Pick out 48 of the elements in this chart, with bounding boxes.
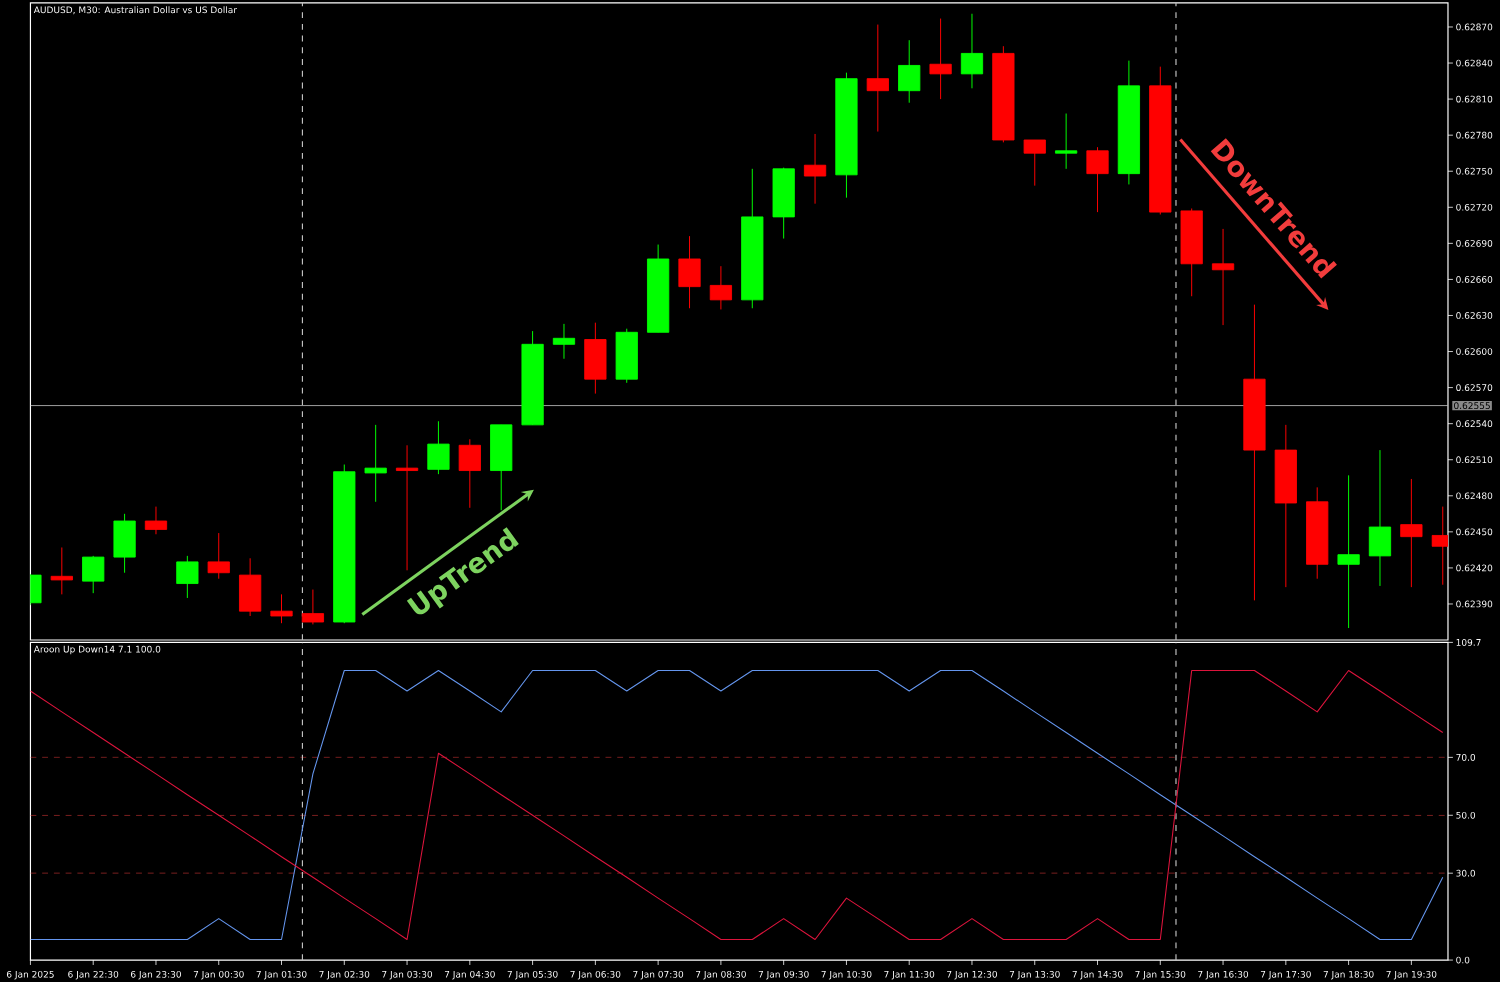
- x-tick-label: 7 Jan 13:30: [1009, 971, 1060, 980]
- y-tick-label: 0.62660: [1456, 276, 1493, 283]
- x-tick-label: 7 Jan 18:30: [1323, 971, 1374, 980]
- x-tick-label: 7 Jan 00:30: [193, 971, 244, 980]
- x-tick-label: 7 Jan 15:30: [1135, 971, 1186, 980]
- y-tick-label: 0.62720: [1456, 204, 1493, 211]
- x-tick-label: 7 Jan 01:30: [256, 971, 307, 980]
- x-tick-label: 7 Jan 11:30: [884, 971, 935, 980]
- x-tick-label: 7 Jan 05:30: [507, 971, 558, 980]
- y-tick-label: 0.62600: [1456, 348, 1493, 356]
- y-tick-label: 0.62630: [1456, 312, 1493, 320]
- x-tick-label: 7 Jan 16:30: [1198, 971, 1249, 980]
- x-tick-label: 7 Jan 12:30: [947, 971, 997, 980]
- ref-line-label: 0.62555: [1454, 402, 1490, 410]
- x-tick-label: 6 Jan 22:30: [68, 971, 119, 980]
- y-tick-label: 0.62390: [1456, 600, 1493, 608]
- x-tick-label: 7 Jan 08:30: [696, 971, 746, 980]
- y-tick-label: 0.62510: [1456, 456, 1493, 464]
- x-tick-label: 7 Jan 10:30: [821, 971, 872, 980]
- x-tick-label: 7 Jan 07:30: [633, 971, 684, 980]
- x-tick-label: 6 Jan 23:30: [130, 971, 181, 980]
- x-tick-label: 7 Jan 04:30: [444, 971, 495, 980]
- y-tick-label: 0.62450: [1456, 528, 1493, 536]
- y-tick-label: 0.62540: [1456, 420, 1493, 428]
- x-tick-label: 7 Jan 02:30: [319, 971, 370, 980]
- y-tick-label: 0.62570: [1456, 384, 1493, 392]
- x-tick-label: 7 Jan 09:30: [758, 971, 809, 980]
- x-tick-label: 7 Jan 03:30: [382, 971, 433, 980]
- y-tick-label: 0.62480: [1456, 492, 1493, 500]
- y-tick-label: 0.62810: [1456, 95, 1493, 103]
- chart-title: AUDUSD, M30: Australian Dollar vs US Dollar: [33, 6, 237, 15]
- y-tick-label: 0.62690: [1456, 240, 1493, 247]
- y-tick-label: 50.0: [1456, 812, 1476, 819]
- y-tick-label: 70.0: [1456, 754, 1476, 761]
- y-tick-label: 0.62420: [1456, 564, 1493, 572]
- x-tick-label: 7 Jan 19:30: [1386, 971, 1437, 980]
- y-tick-label: 0.0: [1456, 956, 1470, 964]
- y-tick-label: 0.62870: [1456, 23, 1493, 31]
- x-tick-label: 6 Jan 2025: [6, 971, 54, 980]
- y-tick-label: 0.62780: [1456, 131, 1493, 139]
- x-tick-label: 7 Jan 14:30: [1072, 971, 1123, 980]
- y-tick-label: 109.7: [1456, 639, 1481, 646]
- y-tick-label: 30.0: [1456, 869, 1476, 877]
- y-tick-label: 0.62750: [1456, 168, 1493, 175]
- chart-title: Aroon Up Down14 7.1 100.0: [33, 645, 161, 655]
- x-tick-label: 7 Jan 06:30: [570, 971, 621, 980]
- y-tick-label: 0.62840: [1456, 59, 1493, 67]
- x-tick-label: 7 Jan 17:30: [1260, 971, 1311, 980]
